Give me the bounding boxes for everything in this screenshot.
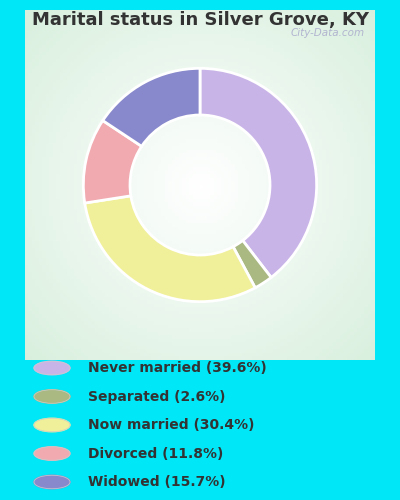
Wedge shape — [103, 68, 200, 146]
Text: Now married (30.4%): Now married (30.4%) — [88, 418, 254, 432]
Circle shape — [34, 475, 70, 489]
Text: Marital status in Silver Grove, KY: Marital status in Silver Grove, KY — [32, 11, 368, 29]
Wedge shape — [83, 120, 142, 203]
Text: Widowed (15.7%): Widowed (15.7%) — [88, 475, 226, 489]
Circle shape — [34, 390, 70, 403]
Text: Never married (39.6%): Never married (39.6%) — [88, 361, 267, 375]
Circle shape — [34, 447, 70, 460]
Text: Separated (2.6%): Separated (2.6%) — [88, 390, 226, 404]
Text: Divorced (11.8%): Divorced (11.8%) — [88, 446, 223, 460]
Wedge shape — [200, 68, 317, 278]
Text: City-Data.com: City-Data.com — [290, 28, 364, 38]
Circle shape — [34, 418, 70, 432]
Circle shape — [34, 361, 70, 375]
Wedge shape — [85, 196, 255, 302]
Wedge shape — [233, 240, 271, 288]
